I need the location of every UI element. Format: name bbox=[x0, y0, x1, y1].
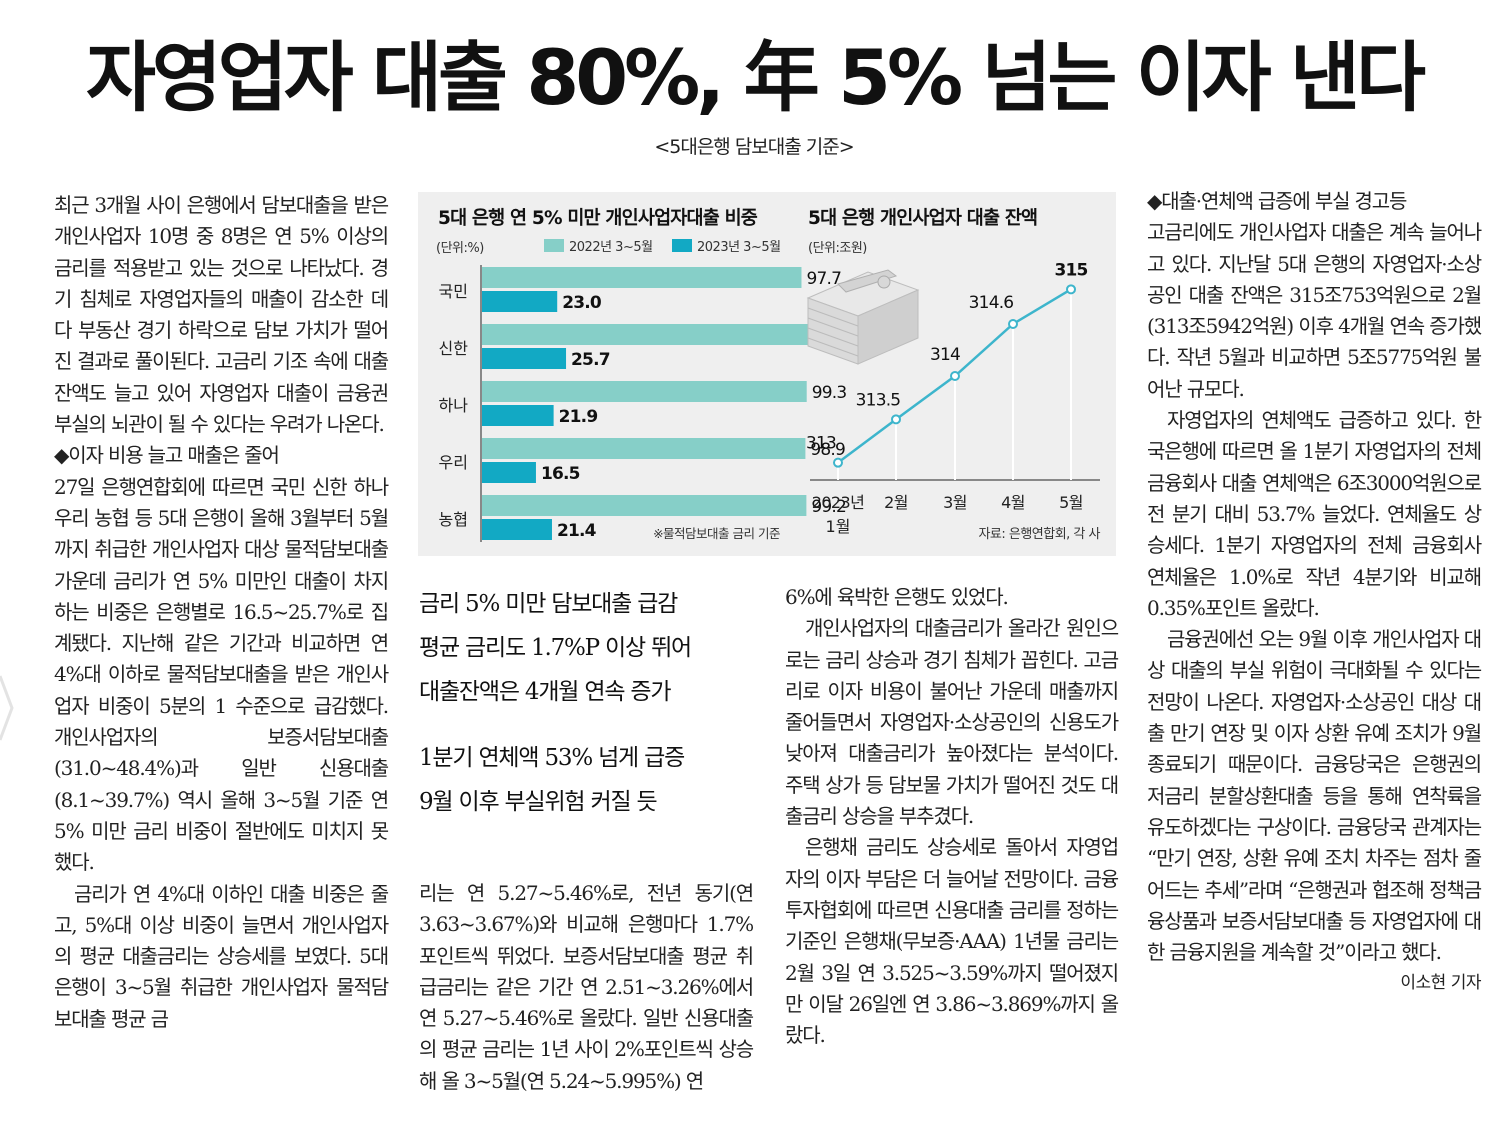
bar-value-label: 21.4 bbox=[557, 521, 597, 541]
line-chart-title: 5대 은행 개인사업자 대출 잔액 bbox=[808, 207, 1037, 229]
deck-line: 금리 5% 미만 담보대출 급감 bbox=[419, 591, 678, 617]
paragraph: 금융권에선 오는 9월 이후 개인사업자 대상 대출의 부실 위험이 극대화될 … bbox=[1147, 624, 1482, 993]
bar-2022 bbox=[482, 324, 808, 345]
bar-2022 bbox=[482, 267, 802, 288]
bar-category-label: 신한 bbox=[439, 339, 469, 358]
bar-value-label: 99.2 bbox=[811, 497, 846, 517]
bar-2023 bbox=[482, 462, 536, 483]
article-column-2: 리는 연 5.27~5.46%로, 전년 동기(연 3.63~3.67%)와 비… bbox=[419, 878, 754, 1097]
bar-value-label: 21.9 bbox=[559, 407, 598, 427]
bar-chart-unit: (단위:%) bbox=[436, 241, 484, 256]
article-column-1: 최근 3개월 사이 은행에서 담보대출을 받은 개인사업자 10명 중 8명은 … bbox=[54, 190, 389, 1035]
bar-value-label: 16.5 bbox=[541, 464, 580, 484]
money-stack-icon bbox=[806, 269, 920, 365]
paragraph: 개인사업자의 대출금리가 올라간 원인으로는 금리 상승과 경기 침체가 꼽힌다… bbox=[785, 616, 1119, 829]
line-value-label: 314 bbox=[930, 345, 960, 365]
paragraph: 리는 연 5.27~5.46%로, 전년 동기(연 3.63~3.67%)와 비… bbox=[419, 881, 754, 1093]
line-chart-unit: (단위:조원) bbox=[808, 241, 867, 256]
line-value-label: 314.6 bbox=[969, 293, 1014, 313]
bar-2022 bbox=[482, 381, 807, 402]
line-value-label: 315 bbox=[1054, 260, 1087, 280]
paragraph: 자영업자의 연체액도 급증하고 있다. 한국은행에 따르면 올 1분기 자영업자… bbox=[1147, 408, 1482, 620]
line-point bbox=[833, 457, 843, 468]
bar-value-label: 23.0 bbox=[562, 293, 602, 313]
x-tick-label: 5월 bbox=[1059, 493, 1083, 512]
legend-swatch-2023 bbox=[672, 239, 692, 252]
bar-2023 bbox=[482, 291, 558, 312]
paragraph: 고금리에도 개인사업자 대출은 계속 늘어나고 있다. 지난달 5대 은행의 자… bbox=[1147, 220, 1482, 401]
deck-headlines: 금리 5% 미만 담보대출 급감 평균 금리도 1.7%P 이상 뛰어 대출잔액… bbox=[419, 582, 759, 824]
line-point bbox=[1066, 284, 1076, 295]
legend-label-2022: 2022년 3~5월 bbox=[569, 240, 653, 255]
bar-value-label: 98.9 bbox=[810, 440, 845, 460]
legend-label-2023: 2023년 3~5월 bbox=[697, 240, 781, 255]
section-heading: ◆이자 비용 늘고 매출은 줄어 bbox=[54, 443, 280, 468]
paragraph: 27일 은행연합회에 따르면 국민 신한 하나 우리 농협 등 5대 은행이 올… bbox=[54, 474, 389, 875]
page-fold-mark-icon bbox=[0, 675, 14, 741]
bar-chart-marks: 국민97.723.0신한99.625.7하나99.321.9우리98.916.5… bbox=[439, 267, 848, 541]
legend-swatch-2022 bbox=[544, 239, 564, 252]
paragraph: 6%에 육박한 은행도 있었다. bbox=[785, 585, 1009, 609]
deck-line: 대출잔액은 4개월 연속 증가 bbox=[419, 679, 672, 705]
deck-line: 9월 이후 부실위험 커질 듯 bbox=[419, 789, 658, 815]
bar-2023 bbox=[482, 519, 552, 540]
paragraph: 금리가 연 4%대 이하인 대출 비중은 줄고, 5%대 이상 비중이 늘면서 … bbox=[54, 881, 389, 1031]
bar-category-label: 하나 bbox=[439, 396, 469, 415]
paragraph: 은행채 금리도 상승세로 돌아서 자영업자의 이자 부담은 더 늘어날 전망이다… bbox=[785, 835, 1119, 1048]
line-value-label: 313.5 bbox=[856, 390, 901, 410]
bar-2023 bbox=[482, 348, 567, 369]
bar-2022 bbox=[482, 495, 807, 516]
bar-value-label: 97.7 bbox=[806, 269, 841, 289]
deck-line: 평균 금리도 1.7%P 이상 뛰어 bbox=[419, 635, 692, 661]
x-tick-sublabel: 1월 bbox=[826, 517, 851, 536]
subheadline: <5대은행 담보대출 기준> bbox=[654, 136, 854, 158]
bar-chart-note: ※물적담보대출 금리 기준 bbox=[653, 526, 780, 541]
charts-svg: 5대 은행 연 5% 미만 개인사업자대출 비중 (단위:%) 2022년 3~… bbox=[436, 207, 1101, 542]
deck-line: 1분기 연체액 53% 넘게 급증 bbox=[419, 745, 685, 771]
line-value-label: 313 bbox=[806, 434, 836, 454]
byline: 이소현 기자 bbox=[1400, 973, 1481, 994]
chart-panel: 5대 은행 연 5% 미만 개인사업자대출 비중 (단위:%) 2022년 3~… bbox=[418, 192, 1116, 556]
x-tick-label: 2023년 bbox=[812, 493, 864, 512]
bar-category-label: 우리 bbox=[439, 453, 468, 472]
line-chart-source: 자료: 은행연합회, 각 사 bbox=[978, 526, 1100, 542]
x-tick-label: 2월 bbox=[884, 493, 908, 512]
headline: 자영업자 대출 80%, 年 5% 넘는 이자 낸다 bbox=[85, 33, 1426, 122]
bar-2023 bbox=[482, 405, 554, 426]
bar-category-label: 국민 bbox=[439, 282, 468, 301]
article-column-3: 6%에 육박한 은행도 있었다. 개인사업자의 대출금리가 올라간 원인으로는 금… bbox=[785, 582, 1119, 1051]
x-tick-label: 4월 bbox=[1001, 493, 1025, 512]
bar-chart-title: 5대 은행 연 5% 미만 개인사업자대출 비중 bbox=[438, 207, 758, 229]
section-heading: ◆대출·연체액 급증에 부실 경고등 bbox=[1147, 189, 1407, 213]
line-point bbox=[1008, 319, 1018, 329]
paragraph: 최근 3개월 사이 은행에서 담보대출을 받은 개인사업자 10명 중 8명은 … bbox=[54, 193, 389, 437]
line-point bbox=[891, 414, 901, 425]
line-chart-ticks: 2023년 2월 3월 4월 5월 1월 bbox=[812, 493, 1084, 536]
bar-value-label: 99.3 bbox=[812, 383, 847, 403]
line-point bbox=[950, 371, 960, 381]
line-chart-points: 313 313.5 314 314.6 315 bbox=[806, 260, 1088, 468]
bar-2022 bbox=[482, 438, 806, 459]
bar-category-label: 농협 bbox=[439, 510, 468, 529]
bar-value-label: 25.7 bbox=[571, 350, 610, 370]
x-tick-label: 3월 bbox=[943, 493, 967, 512]
